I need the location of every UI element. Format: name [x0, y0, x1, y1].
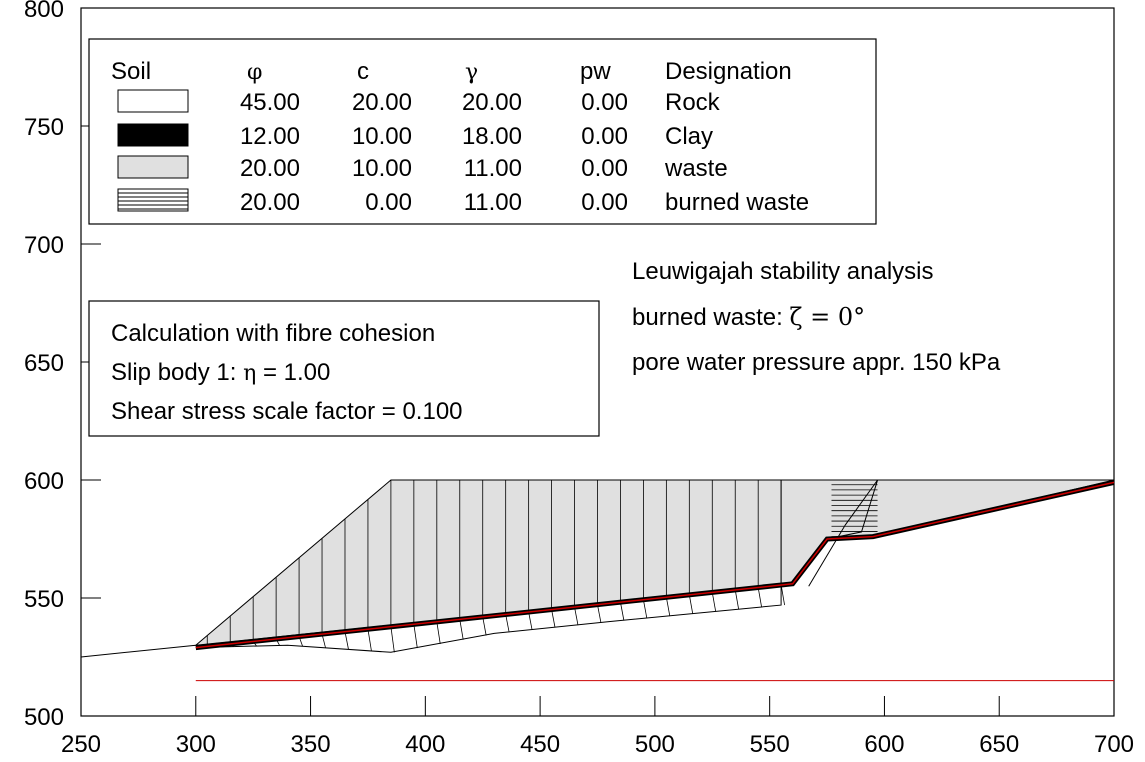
legend-header-soil: Soil — [111, 58, 151, 85]
legend-gamma: 18.00 — [462, 123, 522, 150]
calc-line-2: Slip body 1: η = 1.00 — [111, 359, 330, 386]
stress-line — [436, 621, 441, 644]
stress-line — [734, 589, 740, 610]
legend-row: 12.00 10.00 18.00 0.00 Clay — [117, 123, 713, 150]
ground-surface — [80, 644, 196, 658]
y-tick-label: 500 — [24, 704, 64, 731]
x-tick-label: 300 — [176, 731, 216, 758]
legend-gamma: 11.00 — [464, 189, 522, 216]
stress-line — [505, 614, 510, 633]
y-tick-label: 650 — [24, 350, 64, 377]
stress-line — [597, 604, 602, 623]
calc-line-3: Shear stress scale factor = 0.100 — [111, 398, 463, 425]
legend-row: 20.00 0.00 11.00 0.00 burned waste — [117, 188, 809, 216]
stress-line — [390, 626, 395, 653]
y-tick-label: 550 — [24, 586, 64, 613]
x-tick-label: 550 — [750, 731, 790, 758]
stress-line — [367, 629, 372, 651]
legend-header-pw: pw — [580, 58, 611, 85]
legend-header-gamma: γ — [465, 60, 478, 85]
stress-line — [413, 624, 418, 649]
legend-header-phi: φ — [247, 60, 262, 85]
stress-line — [780, 584, 785, 606]
legend-phi: 45.00 — [240, 89, 300, 116]
legend-gamma: 11.00 — [464, 155, 522, 182]
legend-swatch-waste — [117, 155, 189, 179]
legend-pw: 0.00 — [581, 189, 628, 216]
legend-gamma: 20.00 — [462, 89, 522, 116]
legend-designation: Rock — [665, 89, 721, 116]
legend-c: 10.00 — [352, 155, 412, 182]
x-tick-label: 450 — [520, 731, 560, 758]
stress-line — [482, 616, 487, 636]
stress-line — [688, 594, 694, 614]
legend-designation: burned waste — [665, 189, 809, 216]
stress-line — [574, 607, 579, 626]
x-tick-label: 250 — [61, 731, 101, 758]
x-axis: 250 300 350 400 450 500 550 600 650 700 — [61, 696, 1134, 758]
slope-geometry — [80, 479, 1115, 682]
stress-line — [459, 619, 464, 640]
analysis-annotation: Leuwigajah stability analysis burned was… — [632, 258, 1001, 376]
y-tick-label: 700 — [24, 232, 64, 259]
stress-line — [711, 592, 717, 612]
legend-designation: Clay — [665, 123, 713, 150]
shear-stress-envelope — [195, 480, 782, 653]
x-tick-label: 650 — [979, 731, 1019, 758]
legend-row: 45.00 20.00 20.00 0.00 Rock — [117, 89, 721, 116]
legend-c: 0.00 — [365, 189, 412, 216]
stress-line — [344, 631, 349, 650]
legend-c: 20.00 — [352, 89, 412, 116]
legend-pw: 0.00 — [581, 123, 628, 150]
annotation-line-2: burned waste: ζ = 0° — [632, 303, 865, 331]
x-tick-label: 700 — [1094, 731, 1134, 758]
legend-swatch-burned-waste — [117, 188, 189, 212]
stress-line — [528, 611, 533, 630]
calc-line-1: Calculation with fibre cohesion — [111, 320, 435, 347]
stress-line — [757, 587, 763, 608]
legend-phi: 20.00 — [240, 155, 300, 182]
legend-row: 20.00 10.00 11.00 0.00 waste — [117, 155, 728, 182]
stress-line — [665, 597, 671, 617]
legend-swatch-rock — [117, 89, 189, 113]
annotation-line-3: pore water pressure appr. 150 kPa — [632, 349, 1001, 376]
legend-designation: waste — [664, 155, 728, 182]
x-tick-label: 350 — [291, 731, 331, 758]
legend-c: 10.00 — [352, 123, 412, 150]
legend-phi: 20.00 — [240, 189, 300, 216]
legend-swatch-clay — [117, 123, 189, 147]
slip-surface — [195, 481, 1115, 649]
shear-stress-lines — [206, 480, 785, 653]
legend-header-c: c — [357, 58, 369, 85]
x-tick-label: 400 — [405, 731, 445, 758]
waste-body — [194, 479, 1115, 646]
y-axis: 500 550 600 650 700 750 800 — [24, 0, 101, 731]
annotation-title: Leuwigajah stability analysis — [632, 258, 934, 285]
legend-pw: 0.00 — [581, 89, 628, 116]
stress-line — [620, 602, 625, 621]
x-tick-label: 600 — [864, 731, 904, 758]
y-tick-label: 600 — [24, 468, 64, 495]
stress-line — [643, 599, 648, 619]
calculation-box: Calculation with fibre cohesion Slip bod… — [88, 300, 600, 437]
legend-phi: 12.00 — [240, 123, 300, 150]
y-tick-label: 800 — [24, 0, 64, 23]
x-tick-label: 500 — [635, 731, 675, 758]
legend-pw: 0.00 — [581, 155, 628, 182]
legend-header-designation: Designation — [665, 58, 792, 85]
stress-line — [551, 609, 556, 628]
y-tick-label: 750 — [24, 114, 64, 141]
legend-box: Soil φ c γ pw Designation 45.00 20.00 20… — [88, 38, 877, 225]
